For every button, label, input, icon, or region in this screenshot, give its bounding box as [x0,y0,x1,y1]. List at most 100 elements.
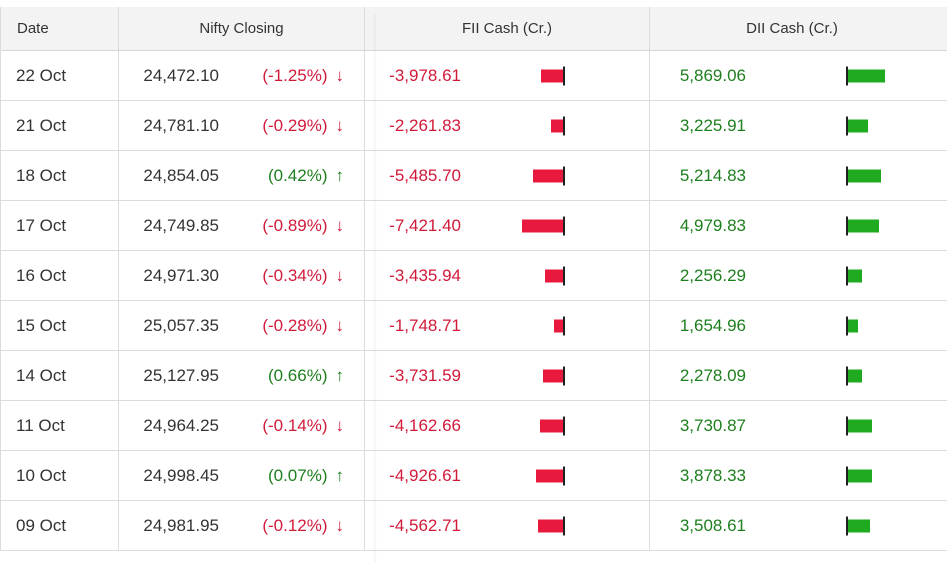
nifty-change-percent: (-1.25%) [262,65,328,85]
nifty-cell: 24,781.10 (-0.29%) ↓ [119,101,365,150]
dii-bar [848,69,885,82]
dii-cell: 2,256.29 [650,251,934,300]
fii-cell: -7,421.40 [365,201,650,250]
fii-bar-baseline [563,216,565,235]
fii-bar-baseline [563,266,565,285]
dii-cell: 3,730.87 [650,401,934,450]
nifty-change: (-0.28%) ↓ [262,316,344,336]
nifty-cell: 24,964.25 (-0.14%) ↓ [119,401,365,450]
nifty-cell: 24,854.05 (0.42%) ↑ [119,151,365,200]
table-row[interactable]: 22 Oct 24,472.10 (-1.25%) ↓ -3,978.61 5,869.0… [1,51,947,101]
fii-cash-value: -4,162.66 [389,415,461,435]
dii-bar [848,169,881,182]
nifty-closing-value: 24,981.95 [143,515,219,535]
table-row[interactable]: 21 Oct 24,781.10 (-0.29%) ↓ -2,261.83 3,225.9… [1,101,947,151]
fii-bar-baseline [563,416,565,435]
table-row[interactable]: 09 Oct 24,981.95 (-0.12%) ↓ -4,562.71 3,508.6… [1,501,947,551]
dii-bar-baseline [846,66,848,85]
fii-cash-value: -5,485.70 [389,165,461,185]
arrow-down-icon: ↓ [335,115,345,135]
dii-bar [848,369,862,382]
nifty-cell: 24,472.10 (-1.25%) ↓ [119,51,365,100]
fii-cell: -4,926.61 [365,451,650,500]
nifty-closing-value: 24,781.10 [143,115,219,135]
header-nifty-closing[interactable]: Nifty Closing [119,7,365,50]
dii-bar-baseline [846,216,848,235]
fii-bar [538,519,564,532]
nifty-cell: 25,057.35 (-0.28%) ↓ [119,301,365,350]
fii-cash-value: -3,435.94 [389,265,461,285]
table-row[interactable]: 14 Oct 25,127.95 (0.66%) ↑ -3,731.59 2,278.09 [1,351,947,401]
arrow-down-icon: ↓ [335,65,345,85]
fii-bar [540,419,564,432]
arrow-up-icon: ↑ [335,165,345,185]
dii-cell: 3,508.61 [650,501,934,550]
date-value: 18 Oct [16,165,67,185]
header-dii-cash[interactable]: DII Cash (Cr.) [746,20,838,37]
date-cell: 21 Oct [1,101,119,150]
table-row[interactable]: 16 Oct 24,971.30 (-0.34%) ↓ -3,435.94 2,256.2… [1,251,947,301]
dii-bar [848,419,872,432]
table-row[interactable]: 18 Oct 24,854.05 (0.42%) ↑ -5,485.70 5,214.83 [1,151,947,201]
dii-cash-value: 2,278.09 [679,365,746,385]
fii-bar [543,369,564,382]
dii-cell: 3,225.91 [650,101,934,150]
fii-bar [541,69,564,82]
dii-cell: 3,878.33 [650,451,934,500]
dii-cash-value: 2,256.29 [679,265,746,285]
fii-bar [533,169,564,182]
arrow-down-icon: ↓ [335,515,345,535]
table-row[interactable]: 15 Oct 25,057.35 (-0.28%) ↓ -1,748.71 1,654.9… [1,301,947,351]
fii-cell: -4,162.66 [365,401,650,450]
date-cell: 15 Oct [1,301,119,350]
dii-cash-value: 5,869.06 [679,65,746,85]
dii-bar-baseline [846,366,848,385]
date-cell: 22 Oct [1,51,119,100]
fii-bar-baseline [563,316,565,335]
nifty-change-percent: (-0.28%) [262,315,328,335]
table-row[interactable]: 10 Oct 24,998.45 (0.07%) ↑ -4,926.61 3,878.33 [1,451,947,501]
fii-bar [536,469,564,482]
arrow-down-icon: ↓ [335,315,345,335]
fii-bar [551,119,564,132]
dii-bar [848,219,879,232]
fii-cell: -1,748.71 [365,301,650,350]
dii-cell: 4,979.83 [650,201,934,250]
arrow-down-icon: ↓ [335,215,345,235]
nifty-closing-value: 24,749.85 [143,215,219,235]
fii-cell: -3,978.61 [365,51,650,100]
date-value: 21 Oct [16,115,67,135]
nifty-cell: 24,749.85 (-0.89%) ↓ [119,201,365,250]
table-row[interactable]: 11 Oct 24,964.25 (-0.14%) ↓ -4,162.66 3,730.8… [1,401,947,451]
header-date[interactable]: Date [1,7,119,50]
dii-bar [848,469,872,482]
nifty-closing-value: 24,998.45 [143,465,219,485]
fii-cell: -2,261.83 [365,101,650,150]
date-cell: 17 Oct [1,201,119,250]
date-cell: 18 Oct [1,151,119,200]
dii-bar-baseline [846,166,848,185]
fii-bar [545,269,564,282]
dii-bar-baseline [846,466,848,485]
fii-dii-table: Date Nifty Closing FII Cash (Cr.) DII Ca… [0,7,947,562]
dii-cell: 2,278.09 [650,351,934,400]
dii-cash-value: 4,979.83 [679,215,746,235]
fii-cash-value: -3,978.61 [389,65,461,85]
dii-bar-baseline [846,316,848,335]
header-fii-cash[interactable]: FII Cash (Cr.) [365,7,650,50]
fii-bar-baseline [563,466,565,485]
fii-bar-baseline [563,166,565,185]
fii-cell: -3,435.94 [365,251,650,300]
date-cell: 10 Oct [1,451,119,500]
fii-cell: -3,731.59 [365,351,650,400]
dii-bar [848,319,858,332]
date-value: 09 Oct [16,515,67,535]
fii-cash-value: -1,748.71 [389,315,461,335]
dii-cash-value: 1,654.96 [679,315,746,335]
arrow-down-icon: ↓ [335,415,345,435]
date-value: 10 Oct [16,465,67,485]
arrow-up-icon: ↑ [335,365,345,385]
table-row[interactable]: 17 Oct 24,749.85 (-0.89%) ↓ -7,421.40 4,979.8… [1,201,947,251]
dii-cell: 1,654.96 [650,301,934,350]
nifty-change-percent: (0.66%) [267,365,328,385]
